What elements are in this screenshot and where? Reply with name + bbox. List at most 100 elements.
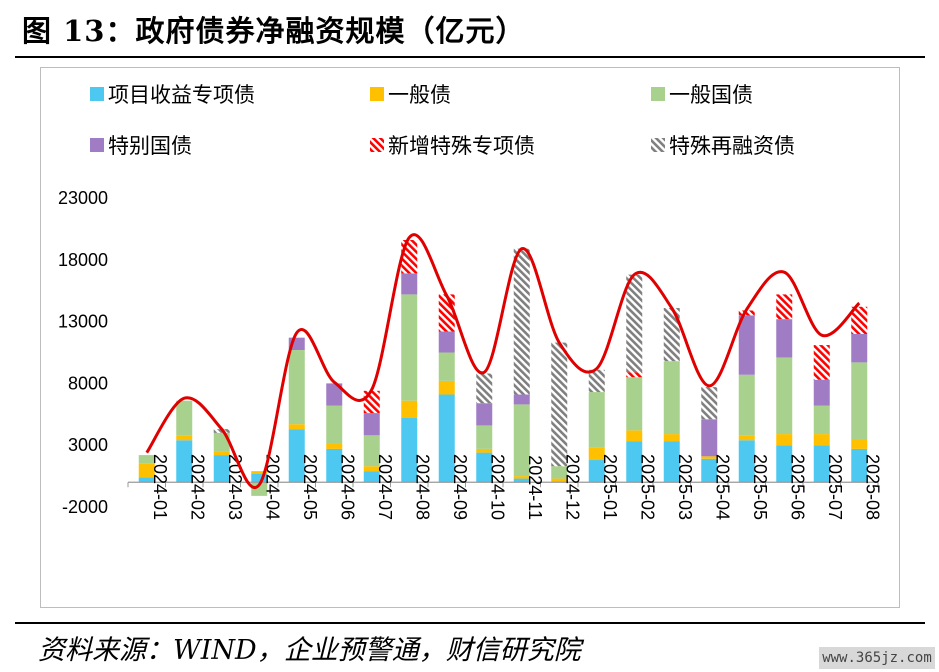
x-tick-label: 2025-06 [787,454,807,520]
bar-segment [738,310,755,316]
bar-segment [663,361,680,435]
bar-segment [738,315,755,375]
x-tick-label: 2024-11 [525,455,545,520]
bar-segment [851,448,868,483]
x-tick-label: 2024-05 [300,454,320,520]
y-tick-label: 13000 [58,312,108,332]
y-axis: 23000 18000 13000 8000 3000 -2000 [58,188,108,517]
x-tick-label: 2024-02 [187,454,207,520]
x-tick-label: 2024-08 [412,454,432,520]
bar-segment [251,473,268,483]
bar-segment [776,445,793,483]
bar-segment [551,478,568,483]
bar-segment [176,435,193,441]
bar-segment [626,377,643,431]
bar-segment [776,319,793,358]
y-tick-label: 8000 [68,373,108,393]
bar-segment [326,443,343,449]
legend-swatch [90,138,104,152]
bar-segment [476,373,493,404]
bar-segment [251,471,268,474]
bar-segment [363,466,380,472]
bar-segment [213,451,230,456]
bar-segment [851,362,868,440]
bar-segment [663,308,680,362]
bar-segment [438,331,455,353]
bar-segment [588,392,605,448]
legend-label: 一般国债 [669,83,753,107]
bar-segment [813,434,830,446]
bar-segment [513,394,530,405]
x-tick-label: 2024-12 [562,454,582,520]
x-tick-label: 2025-02 [637,454,657,520]
bar-segment [438,352,455,381]
bar-segment [776,434,793,446]
x-tick-label: 2025-03 [675,454,695,520]
bar-segment [251,482,268,496]
bar-segment [138,477,155,483]
source-rule [15,622,925,624]
bar-segment [701,387,718,420]
bar-segment [288,350,305,425]
bar-segment [551,466,568,479]
bar-segment [288,429,305,483]
chart-title: 图 13：政府债券净融资规模（亿元） [22,14,526,48]
bar-segment [776,294,793,320]
bar-segment [326,405,343,444]
bar-segment [363,471,380,483]
legend-label: 特殊再融资债 [669,134,795,158]
legend-label: 项目收益专项债 [108,83,255,107]
bars [138,240,868,496]
bar-segment [476,448,493,453]
source-note: 资料来源：WIND，企业预警通，财信研究院 [38,635,581,666]
bar-segment [813,379,830,406]
x-tick-label: 2024-06 [337,454,357,520]
bar-segment [551,342,568,467]
bar-segment [626,372,643,378]
x-tick-label: 2025-04 [712,454,732,520]
bar-segment [513,476,530,479]
x-tick-label: 2024-07 [375,454,395,520]
bar-segment [813,405,830,435]
x-tick-label: 2025-08 [862,454,882,520]
bar-segment [663,441,680,483]
bar-segment [851,333,868,363]
bar-segment [851,439,868,449]
bar-segment [701,458,718,483]
bar-segment [738,374,755,436]
y-tick-label: 23000 [58,188,108,208]
x-tick-label: 2024-10 [487,454,507,520]
bar-segment [401,418,418,483]
x-tick-label: 2024-04 [262,454,282,520]
legend-swatch [370,138,384,152]
bar-segment [701,419,718,457]
bar-segment [176,440,193,483]
bar-segment [401,240,418,274]
bar-segment [288,424,305,430]
bar-segment [626,430,643,442]
bar-segment [438,294,455,332]
bar-segment [326,383,343,406]
bar-segment [401,294,418,401]
bar-segment [813,345,830,380]
legend-swatch [370,87,384,101]
bar-segment [326,448,343,483]
legend-swatch [651,138,665,152]
x-axis: 2024-01 2024-02 2024-03 2024-04 2024-05 2024-… [127,454,882,520]
y-tick-label: 3000 [68,435,108,455]
bar-segment [176,400,193,436]
bar-segment [138,455,155,464]
bar-segment [476,452,493,483]
bar-segment [363,413,380,436]
x-tick-label: 2024-01 [150,454,170,520]
chart-frame [40,67,900,608]
bar-segment [588,369,605,393]
legend-swatch [90,87,104,101]
x-tick-label: 2024-03 [225,454,245,520]
x-tick-label: 2025-05 [750,454,770,520]
total-line [145,233,861,489]
bar-segment [513,478,530,483]
legend-label: 一般债 [388,83,451,107]
bar-segment [588,447,605,461]
